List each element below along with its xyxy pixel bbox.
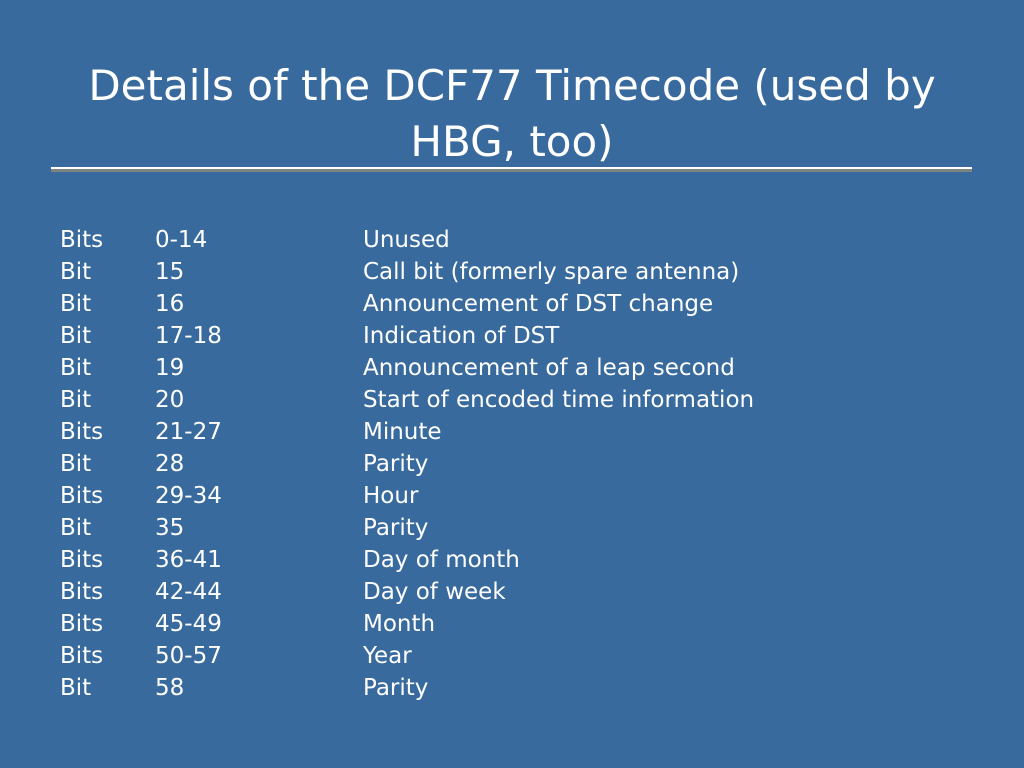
bit-label: Bits: [60, 419, 104, 445]
bit-description: Parity: [363, 675, 429, 701]
bit-label: Bit: [60, 515, 92, 541]
bit-description: Minute: [363, 419, 442, 445]
table-row: Bit 15 Call bit (formerly spare antenna): [60, 256, 960, 288]
bit-description: Day of week: [363, 579, 506, 605]
bit-label: Bits: [60, 547, 104, 573]
bit-range: 17-18: [155, 323, 222, 349]
table-row: Bits 36-41 Day of month: [60, 544, 960, 576]
bit-label: Bits: [60, 227, 104, 253]
bit-label: Bits: [60, 579, 104, 605]
bit-label: Bits: [60, 643, 104, 669]
bit-range: 35: [155, 515, 185, 541]
bit-description: Day of month: [363, 547, 520, 573]
bit-description: Call bit (formerly spare antenna): [363, 259, 740, 285]
bit-table: Bits 0-14 Unused Bit 15 Call bit (formerly sp…: [60, 224, 960, 704]
bit-range: 42-44: [155, 579, 222, 605]
bit-range: 58: [155, 675, 185, 701]
bit-label: Bits: [60, 611, 104, 637]
table-row: Bit 19 Announcement of a leap second: [60, 352, 960, 384]
table-row: Bits 42-44 Day of week: [60, 576, 960, 608]
bit-description: Announcement of DST change: [363, 291, 714, 317]
bit-description: Start of encoded time information: [363, 387, 755, 413]
table-row: Bits 21-27 Minute: [60, 416, 960, 448]
bit-range: 29-34: [155, 483, 222, 509]
table-row: Bit 58 Parity: [60, 672, 960, 704]
table-row: Bit 28 Parity: [60, 448, 960, 480]
table-row: Bits 0-14 Unused: [60, 224, 960, 256]
bit-range: 50-57: [155, 643, 222, 669]
bit-range: 0-14: [155, 227, 208, 253]
bit-range: 36-41: [155, 547, 222, 573]
bit-description: Month: [363, 611, 436, 637]
table-row: Bit 16 Announcement of DST change: [60, 288, 960, 320]
bit-description: Year: [363, 643, 412, 669]
bit-description: Announcement of a leap second: [363, 355, 735, 381]
bit-description: Indication of DST: [363, 323, 560, 349]
bit-label: Bit: [60, 451, 92, 477]
table-row: Bit 20 Start of encoded time information: [60, 384, 960, 416]
bit-description: Hour: [363, 483, 419, 509]
bit-label: Bit: [60, 355, 92, 381]
bit-description: Parity: [363, 451, 429, 477]
title-divider-shadow: [51, 169, 972, 172]
bit-range: 28: [155, 451, 185, 477]
title-divider: [51, 167, 972, 169]
bit-range: 45-49: [155, 611, 222, 637]
bit-range: 19: [155, 355, 185, 381]
table-row: Bits 29-34 Hour: [60, 480, 960, 512]
table-row: Bit 35 Parity: [60, 512, 960, 544]
bit-range: 15: [155, 259, 185, 285]
bit-label: Bit: [60, 323, 92, 349]
bit-description: Unused: [363, 227, 450, 253]
bit-label: Bit: [60, 259, 92, 285]
bit-range: 16: [155, 291, 185, 317]
bit-description: Parity: [363, 515, 429, 541]
bit-range: 21-27: [155, 419, 222, 445]
table-row: Bits 50-57 Year: [60, 640, 960, 672]
bit-range: 20: [155, 387, 185, 413]
bit-label: Bit: [60, 387, 92, 413]
bit-label: Bits: [60, 483, 104, 509]
bit-label: Bit: [60, 675, 92, 701]
slide-title: Details of the DCF77 Timecode (used by H…: [88, 61, 936, 166]
table-row: Bits 45-49 Month: [60, 608, 960, 640]
bit-label: Bit: [60, 291, 92, 317]
table-row: Bit 17-18 Indication of DST: [60, 320, 960, 352]
